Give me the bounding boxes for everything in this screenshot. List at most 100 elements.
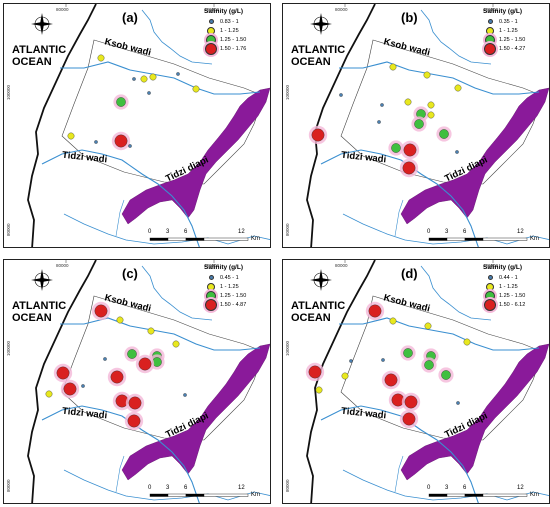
coastline: [306, 4, 376, 247]
tidzi-wadi-river: [320, 405, 479, 503]
legend-symbol: [483, 19, 497, 24]
north-arrow-icon: [310, 269, 332, 291]
sample-point: [388, 140, 404, 156]
coord-y-top: 100000: [285, 340, 290, 356]
scale-label: 6: [463, 485, 467, 491]
north-arrow-icon: [310, 13, 332, 35]
legend-item: 1.50 - 4.87: [204, 298, 268, 311]
legend-item: 1.50 - 1.76: [204, 42, 268, 55]
legend-dot: [205, 298, 217, 311]
legend-symbol: [483, 42, 497, 55]
coastline: [27, 260, 97, 503]
scale-label: 12: [238, 229, 245, 235]
legend-title: Salinity (g/L): [483, 264, 522, 271]
sample-point: [107, 367, 127, 387]
ocean-label-line1: ATLANTIC: [12, 44, 67, 56]
legend-symbol: [204, 282, 218, 291]
legend-dot: [487, 275, 493, 280]
scale-bar: [428, 237, 528, 241]
sample-point: [404, 98, 412, 106]
legend-label: 0.35 - 1: [499, 18, 518, 25]
legend-label: 1.25 - 1.50: [499, 36, 526, 43]
legend-item: 1.50 - 4.27: [483, 42, 547, 55]
legend-symbol: [204, 26, 218, 35]
legend-dot: [207, 282, 215, 291]
scale-label: 0: [427, 229, 431, 235]
panel-letter: (b): [401, 10, 418, 25]
sample-point: [172, 340, 180, 348]
sample-point: [400, 140, 420, 160]
ocean-label-line2: OCEAN: [12, 56, 52, 68]
scale-label: 3: [166, 485, 170, 491]
legend-item: 0.45 - 1: [204, 273, 268, 282]
coord-y-top: 100000: [6, 340, 11, 356]
scale-bar: [428, 493, 528, 497]
sample-point: [124, 411, 144, 431]
legend-label: 0.44 - 1: [499, 274, 518, 281]
scale-label: 6: [184, 229, 188, 235]
sample-point: [424, 322, 432, 330]
sample-point: [421, 357, 437, 373]
sample-point: [399, 409, 419, 429]
legend-label: 1.25 - 1.50: [220, 36, 247, 43]
sample-point: [389, 317, 397, 325]
legend-label: 1.25 - 1.50: [220, 292, 247, 299]
sample-point: [97, 54, 105, 62]
ksob-wadi-river: [339, 317, 540, 351]
legend-item: 1 - 1.25: [483, 26, 547, 35]
tidzi-wadi-river: [41, 149, 200, 247]
sample-point: [132, 77, 136, 81]
salinity-legend: Salinity (g/L) 0.45 - 1 1 - 1.25 1.25 - 1.5…: [204, 264, 268, 311]
scale-label: 6: [184, 485, 188, 491]
coord-y-bottom: 80000: [285, 479, 290, 492]
sample-point: [380, 103, 384, 107]
sample-point: [427, 111, 435, 119]
coord-y-bottom: 80000: [6, 479, 11, 492]
coord-x-right: 100000: [204, 7, 220, 12]
sample-point: [339, 93, 343, 97]
sample-point: [176, 72, 180, 76]
ocean-label-line1: ATLANTIC: [291, 300, 346, 312]
scale-unit: Km: [530, 236, 539, 242]
coord-y-bottom: 80000: [6, 223, 11, 236]
map-panel-b: 80000 100000 100000 80000 (b) ATLANTIC OCEAN Ks…: [282, 3, 550, 248]
legend-label: 1.50 - 4.87: [220, 301, 247, 308]
tidzi-wadi-river: [41, 405, 200, 503]
sample-point: [140, 75, 148, 83]
legend-title: Salinity (g/L): [204, 264, 243, 271]
sample-point: [124, 346, 140, 362]
legend-label: 1 - 1.25: [499, 283, 518, 290]
legend-item: 0.44 - 1: [483, 273, 547, 282]
legend-dot: [208, 19, 214, 24]
salinity-legend: Salinity (g/L) 0.44 - 1 1 - 1.25 1.25 - 1.5…: [483, 264, 547, 311]
legend-symbol: [483, 298, 497, 311]
legend-dot: [487, 19, 493, 24]
sample-point: [128, 144, 132, 148]
coord-x-left: 80000: [335, 7, 348, 12]
map-canvas: [27, 4, 270, 247]
ocean-label-line2: OCEAN: [12, 312, 52, 324]
sample-point: [308, 125, 328, 145]
sample-point: [365, 301, 385, 321]
ocean-label-line2: OCEAN: [291, 312, 331, 324]
scale-label: 3: [166, 229, 170, 235]
scale-unit: Km: [251, 492, 260, 498]
legend-symbol: [483, 26, 497, 35]
coord-x-left: 80000: [335, 263, 348, 268]
legend-item: 1 - 1.25: [204, 282, 268, 291]
legend-label: 1.50 - 4.27: [499, 45, 526, 52]
legend-symbol: [483, 275, 497, 280]
coastline: [27, 4, 97, 247]
coord-y-top: 100000: [6, 84, 11, 100]
map-canvas: [305, 260, 549, 503]
legend-title: Salinity (g/L): [483, 8, 522, 15]
legend-symbol: [204, 275, 218, 280]
map-canvas: [306, 4, 549, 247]
legend-label: 1.25 - 1.50: [499, 292, 526, 299]
salinity-legend: Salinity (g/L) 0.35 - 1 1 - 1.25 1.25 - 1.5…: [483, 8, 547, 55]
sample-point: [135, 354, 155, 374]
sample-point: [147, 327, 155, 335]
scale-label: 12: [517, 229, 524, 235]
coastline: [306, 260, 376, 503]
